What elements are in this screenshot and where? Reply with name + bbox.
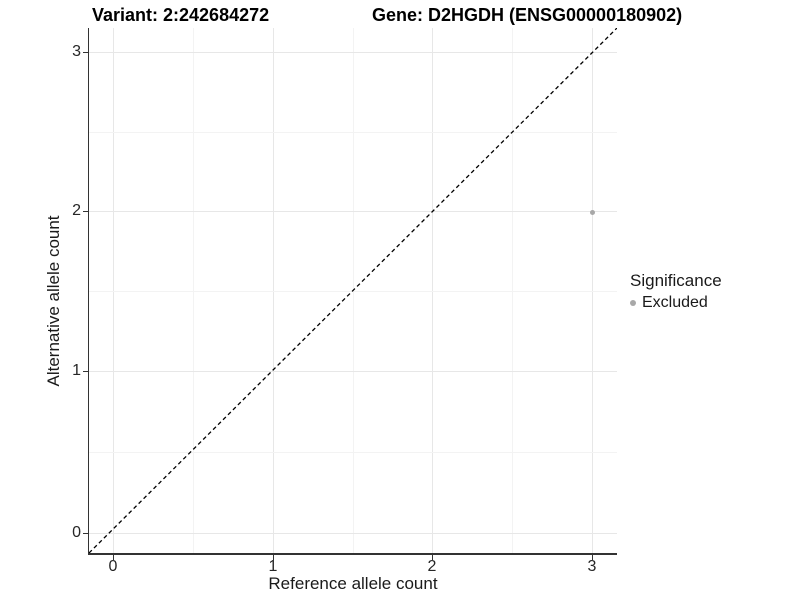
x-tick-2 bbox=[431, 554, 433, 560]
gridline-y1 bbox=[89, 371, 617, 372]
gridline-y2 bbox=[89, 211, 617, 212]
x-tick-0 bbox=[112, 554, 114, 560]
y-tick-3 bbox=[83, 51, 88, 53]
gridline-y2_5 bbox=[89, 132, 617, 133]
gridline-y3 bbox=[89, 52, 617, 53]
legend-key-dot-icon bbox=[630, 300, 636, 306]
x-tick-label-3: 3 bbox=[587, 558, 597, 575]
identity-line-layer bbox=[89, 28, 617, 553]
gridline-y0_5 bbox=[89, 452, 617, 453]
gridline-x3 bbox=[592, 28, 593, 553]
x-tick-1 bbox=[272, 554, 274, 560]
y-tick-label-1: 1 bbox=[72, 362, 81, 379]
data-point-excluded bbox=[589, 209, 595, 215]
y-tick-1 bbox=[83, 370, 88, 372]
x-tick-label-0: 0 bbox=[108, 558, 118, 575]
x-axis-title: Reference allele count bbox=[268, 574, 438, 593]
plot-panel bbox=[89, 28, 617, 553]
y-tick-label-0: 0 bbox=[72, 524, 81, 541]
gridline-x1 bbox=[273, 28, 274, 553]
plot-title-gene: Gene: D2HGDH (ENSG00000180902) bbox=[372, 5, 683, 25]
gridline-x2_5 bbox=[512, 28, 513, 553]
y-tick-0 bbox=[83, 532, 88, 534]
legend-title: Significance bbox=[630, 271, 722, 290]
gridline-y1_5 bbox=[89, 291, 617, 292]
gridline-x0_5 bbox=[193, 28, 194, 553]
gridline-x0 bbox=[113, 28, 114, 553]
legend-entry-excluded: Excluded bbox=[630, 294, 722, 312]
x-tick-label-1: 1 bbox=[268, 558, 278, 575]
y-tick-label-3: 3 bbox=[72, 43, 81, 60]
x-tick-label-2: 2 bbox=[427, 558, 437, 575]
gridline-x2 bbox=[432, 28, 433, 553]
y-tick-2 bbox=[83, 210, 88, 212]
y-axis-line bbox=[87, 28, 89, 555]
gridline-y0 bbox=[89, 533, 617, 534]
legend-entry-label: Excluded bbox=[642, 294, 708, 311]
y-tick-label-2: 2 bbox=[72, 202, 81, 219]
legend: Significance Excluded bbox=[630, 271, 722, 312]
x-axis-line bbox=[87, 553, 617, 555]
plot-title-variant: Variant: 2:242684272 bbox=[92, 5, 270, 25]
x-tick-3 bbox=[591, 554, 593, 560]
identity-line bbox=[89, 28, 617, 553]
